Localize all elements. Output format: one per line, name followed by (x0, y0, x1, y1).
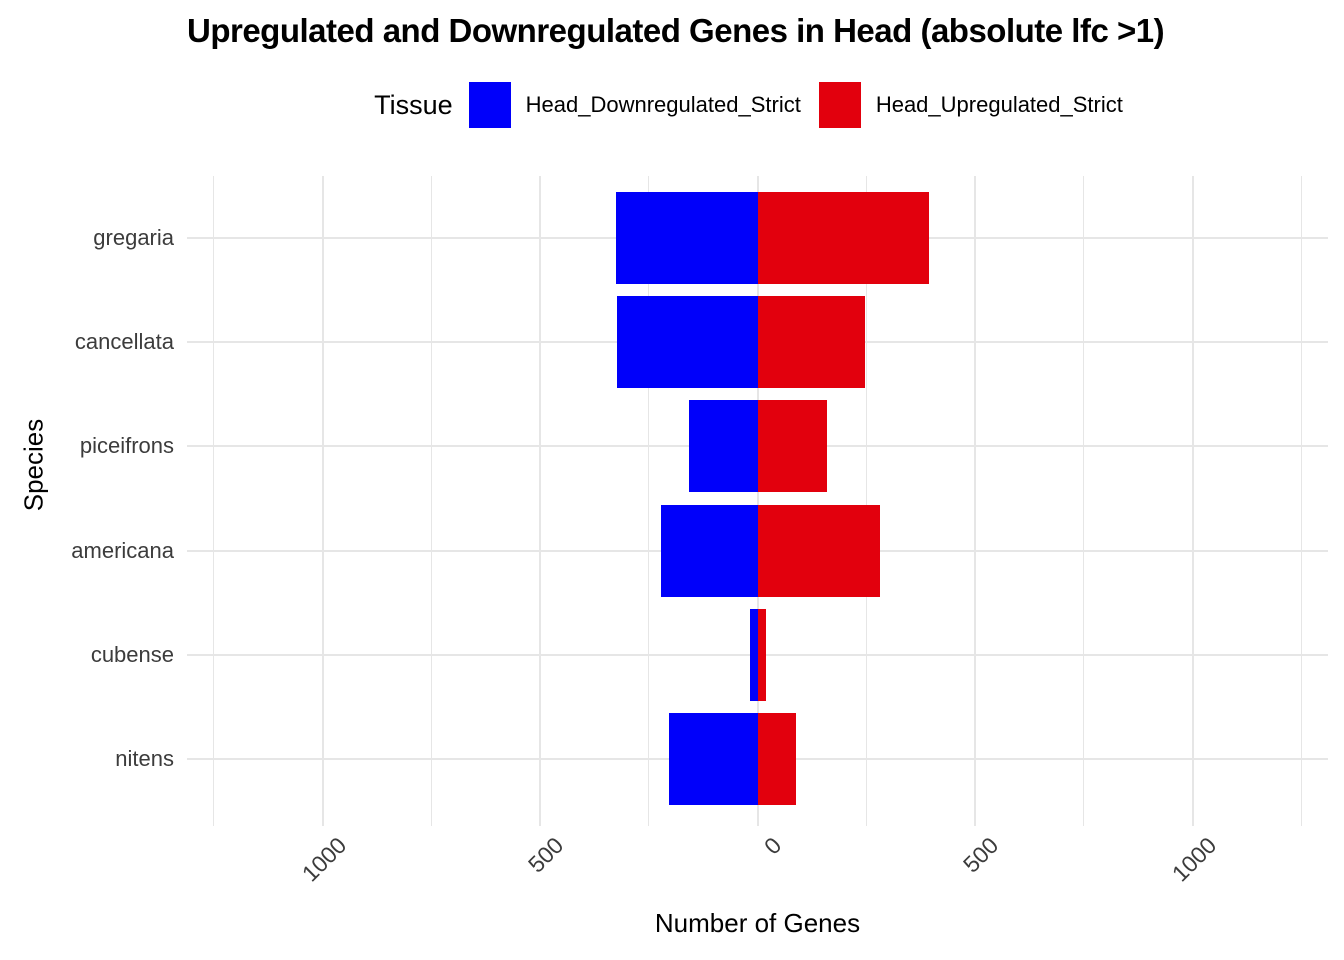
minor-gridline-x-750 (1083, 176, 1085, 826)
legend-item-downregulated: Head_Downregulated_Strict (468, 82, 801, 128)
major-gridline-x-1000 (1191, 176, 1194, 826)
bar-piceifrons-downregulated (688, 400, 758, 493)
x-tick-label-1000: 1000 (1166, 832, 1222, 887)
bar-cubense-downregulated (749, 608, 758, 701)
major-gridline-x--500 (539, 176, 542, 826)
x-tick-label--1000: 1000 (296, 832, 352, 887)
y-tick-label-americana: americana (71, 537, 174, 563)
legend-item-upregulated: Head_Upregulated_Strict (818, 82, 1123, 128)
bar-americana-downregulated (661, 504, 758, 597)
x-tick-label-0: 0 (758, 832, 787, 860)
major-gridline-x-0 (756, 176, 759, 826)
y-tick-label-nitens: nitens (115, 745, 174, 771)
bar-piceifrons-upregulated (757, 400, 827, 493)
minor-gridline-x-250 (865, 176, 867, 826)
bar-gregaria-upregulated (757, 192, 929, 285)
bar-nitens-downregulated (668, 712, 758, 805)
major-gridline-x--1000 (321, 176, 324, 826)
bar-cancellata-upregulated (757, 296, 865, 389)
legend-label-downregulated: Head_Downregulated_Strict (525, 92, 801, 117)
y-tick-label-piceifrons: piceifrons (79, 433, 174, 459)
y-tick-label-cancellata: cancellata (74, 329, 174, 355)
legend-label-upregulated: Head_Upregulated_Strict (875, 92, 1123, 117)
bar-cubense-upregulated (757, 608, 766, 701)
y-tick-label-gregaria: gregaria (93, 225, 174, 251)
x-axis-title: Number of Genes (654, 908, 861, 938)
minor-gridline-x--250 (648, 176, 650, 826)
bar-nitens-upregulated (757, 712, 796, 805)
legend-title: Tissue (374, 89, 453, 120)
major-gridline-x-500 (974, 176, 977, 826)
downregulated-swatch-icon (468, 82, 511, 128)
minor-gridline-x-1250 (1300, 176, 1302, 826)
minor-gridline-x--750 (430, 176, 432, 826)
bar-americana-upregulated (757, 504, 880, 597)
upregulated-swatch-icon (818, 82, 861, 128)
minor-gridline-x--1250 (213, 176, 215, 826)
y-axis-title: Species (18, 418, 49, 512)
x-tick-label-500: 500 (958, 832, 1004, 878)
bar-gregaria-downregulated (615, 192, 758, 285)
chart-title: Upregulated and Downregulated Genes in H… (187, 12, 1165, 49)
bar-cancellata-downregulated (616, 296, 758, 389)
legend: Tissue Head_Downregulated_Strict Head_Up… (187, 76, 1328, 134)
y-tick-label-cubense: cubense (90, 641, 174, 667)
x-tick-label--500: 500 (523, 832, 569, 878)
